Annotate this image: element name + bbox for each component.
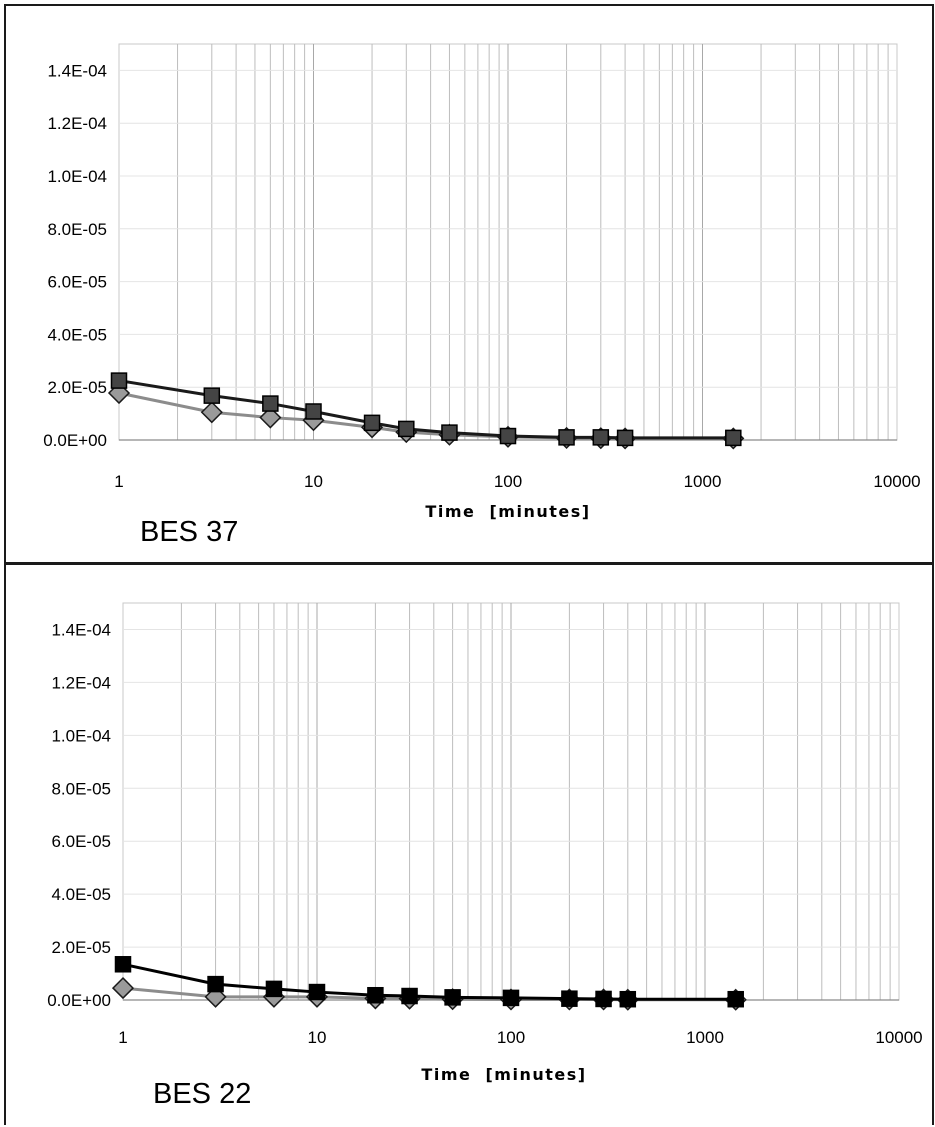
data-point-square	[444, 989, 461, 1006]
data-point-square	[308, 983, 326, 1001]
y-tick-label: 6.0E-05	[51, 832, 111, 851]
data-point-square	[363, 414, 381, 432]
x-axis-title: Time [minutes]	[425, 502, 590, 521]
x-tick-label: 1000	[686, 1028, 724, 1047]
data-point-square	[305, 403, 322, 420]
data-point-square	[727, 990, 744, 1008]
y-tick-label: 1.0E-04	[47, 167, 107, 186]
data-point-square	[398, 420, 415, 438]
data-point-square	[499, 427, 517, 445]
data-point-square	[401, 987, 418, 1005]
data-point-square	[207, 975, 224, 993]
data-point-square	[619, 990, 637, 1008]
data-point-square	[616, 429, 634, 447]
chart-panel-bes-22: 0.0E+00 2.0E-05 4.0E-05 6.0E-05 8.0E-05 1.0E-…	[4, 563, 934, 1125]
data-point-square	[367, 986, 384, 1004]
y-tick-label: 4.0E-05	[47, 325, 107, 344]
chart-panel-bes-37: 0.0E+00 2.0E-05 4.0E-05 6.0E-05 8.0E-05 1.0E-…	[4, 4, 934, 564]
data-point-square	[203, 387, 221, 404]
data-point-square	[502, 989, 520, 1007]
chart-title: BES 22	[153, 1078, 251, 1110]
data-point-square	[262, 395, 279, 412]
x-tick-label: 1	[114, 472, 123, 491]
x-tick-label: 1	[118, 1028, 127, 1047]
x-tick-label: 10000	[875, 1028, 922, 1047]
x-tick-label: 10000	[873, 472, 920, 491]
x-tick-label: 10	[308, 1028, 327, 1047]
chart-svg-bes-37: 0.0E+00 2.0E-05 4.0E-05 6.0E-05 8.0E-05 1.0E-…	[43, 43, 921, 548]
y-tick-label: 0.0E+00	[47, 991, 111, 1010]
y-tick-label: 6.0E-05	[47, 273, 107, 292]
x-tick-label: 10	[304, 472, 323, 491]
y-tick-label: 1.2E-04	[47, 114, 107, 133]
x-tick-label: 100	[494, 472, 522, 491]
y-tick-label: 8.0E-05	[51, 779, 111, 798]
data-point-square	[725, 429, 742, 447]
x-tick-label: 1000	[684, 472, 722, 491]
data-point-square	[561, 990, 578, 1007]
x-tick-label: 100	[497, 1028, 525, 1047]
y-tick-label: 1.2E-04	[51, 673, 111, 692]
data-point-diamond	[259, 406, 282, 429]
chart-title: BES 37	[140, 516, 238, 548]
data-point-square	[592, 429, 610, 446]
data-point-square	[114, 956, 132, 973]
data-point-square	[441, 424, 458, 441]
data-point-square	[595, 990, 612, 1008]
y-tick-label: 8.0E-05	[47, 220, 107, 239]
x-axis-title: Time [minutes]	[421, 1065, 586, 1084]
y-tick-label: 2.0E-05	[47, 378, 107, 397]
y-tick-label: 4.0E-05	[51, 885, 111, 904]
data-point-diamond	[200, 401, 223, 424]
data-point-square	[265, 980, 283, 998]
data-point-square	[558, 429, 575, 446]
y-tick-label: 1.4E-04	[47, 61, 107, 80]
data-point-square	[110, 372, 128, 389]
y-tick-label: 1.0E-04	[51, 726, 111, 745]
y-tick-label: 0.0E+00	[43, 431, 107, 450]
chart-svg-bes-22: 0.0E+00 2.0E-05 4.0E-05 6.0E-05 8.0E-05 1.0E-…	[47, 602, 923, 1110]
y-tick-label: 1.4E-04	[51, 620, 111, 639]
y-tick-label: 2.0E-05	[51, 938, 111, 957]
data-point-diamond	[111, 977, 135, 1000]
